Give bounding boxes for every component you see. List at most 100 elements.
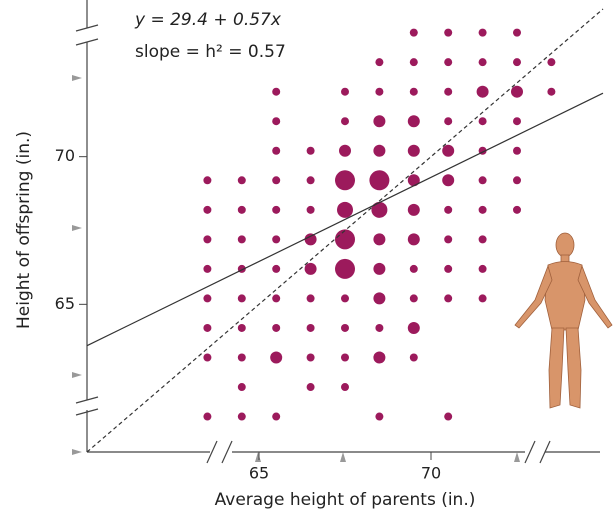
data-point xyxy=(444,29,452,37)
data-point xyxy=(272,117,280,125)
x-axis-title: Average height of parents (in.) xyxy=(215,490,476,510)
data-point xyxy=(203,324,211,332)
data-point xyxy=(335,229,355,249)
data-point xyxy=(341,383,349,391)
human-figure xyxy=(515,233,612,408)
data-point xyxy=(479,29,487,37)
data-point xyxy=(341,117,349,125)
data-point xyxy=(547,88,555,96)
data-point xyxy=(272,206,280,214)
data-point xyxy=(305,263,317,275)
chart: y = 29.4 + 0.57x slope = h² = 0.57 Avera… xyxy=(0,0,615,515)
data-point xyxy=(408,145,420,157)
data-point xyxy=(272,413,280,421)
data-point xyxy=(203,176,211,184)
data-point xyxy=(547,58,555,66)
data-point xyxy=(238,324,246,332)
data-point xyxy=(513,206,521,214)
data-point xyxy=(513,117,521,125)
data-point xyxy=(444,413,452,421)
data-point xyxy=(272,324,280,332)
data-point xyxy=(444,235,452,243)
data-point xyxy=(513,58,521,66)
data-point xyxy=(444,206,452,214)
data-point xyxy=(335,170,355,190)
data-point xyxy=(444,294,452,302)
data-point xyxy=(410,58,418,66)
data-point xyxy=(513,29,521,37)
data-point xyxy=(410,265,418,273)
data-point xyxy=(238,413,246,421)
data-point xyxy=(408,204,420,216)
data-point xyxy=(513,147,521,155)
x-tick-label: 70 xyxy=(421,464,441,483)
data-point xyxy=(307,206,315,214)
data-point xyxy=(375,88,383,96)
data-point xyxy=(408,174,420,186)
equation: y = 29.4 + 0.57x xyxy=(134,10,282,30)
data-point xyxy=(442,174,454,186)
data-point xyxy=(272,294,280,302)
data-point xyxy=(371,202,387,218)
y-tick-label: 65 xyxy=(55,294,75,313)
data-point xyxy=(375,58,383,66)
data-point xyxy=(203,413,211,421)
data-point xyxy=(341,294,349,302)
slope-note: slope = h² = 0.57 xyxy=(135,42,286,62)
data-point xyxy=(203,235,211,243)
data-point xyxy=(444,58,452,66)
data-point xyxy=(444,265,452,273)
data-point xyxy=(341,88,349,96)
axis-arrows xyxy=(72,75,520,462)
data-point xyxy=(307,324,315,332)
data-point xyxy=(442,145,454,157)
data-point xyxy=(203,206,211,214)
regression-line xyxy=(87,93,603,346)
data-point xyxy=(337,202,353,218)
data-point xyxy=(341,353,349,361)
data-point xyxy=(203,353,211,361)
data-point xyxy=(410,88,418,96)
data-point xyxy=(479,117,487,125)
data-point xyxy=(410,294,418,302)
data-point xyxy=(307,147,315,155)
x-tick-label: 65 xyxy=(249,464,269,483)
data-point xyxy=(479,206,487,214)
data-point xyxy=(479,294,487,302)
data-point xyxy=(373,233,385,245)
data-point xyxy=(335,259,355,279)
data-point xyxy=(375,413,383,421)
y-axis-title: Height of offspring (in.) xyxy=(14,131,34,329)
data-point xyxy=(479,58,487,66)
data-point xyxy=(238,294,246,302)
data-point xyxy=(477,86,489,98)
data-point xyxy=(203,265,211,273)
data-point xyxy=(369,170,389,190)
data-point xyxy=(479,265,487,273)
data-point xyxy=(511,86,523,98)
data-point xyxy=(270,351,282,363)
data-point xyxy=(238,383,246,391)
data-point xyxy=(238,353,246,361)
data-point xyxy=(373,351,385,363)
data-point xyxy=(272,176,280,184)
data-point xyxy=(305,233,317,245)
data-point xyxy=(341,324,349,332)
data-point xyxy=(307,176,315,184)
data-point xyxy=(238,176,246,184)
data-point xyxy=(408,233,420,245)
y-tick-label: 70 xyxy=(55,146,75,165)
data-point xyxy=(373,292,385,304)
data-point xyxy=(410,353,418,361)
data-point xyxy=(272,235,280,243)
data-point xyxy=(272,147,280,155)
data-point xyxy=(307,294,315,302)
data-point xyxy=(307,383,315,391)
data-point xyxy=(203,294,211,302)
data-point xyxy=(373,145,385,157)
data-point xyxy=(410,29,418,37)
data-point xyxy=(373,115,385,127)
data-point xyxy=(238,235,246,243)
data-point xyxy=(238,206,246,214)
data-point xyxy=(408,115,420,127)
